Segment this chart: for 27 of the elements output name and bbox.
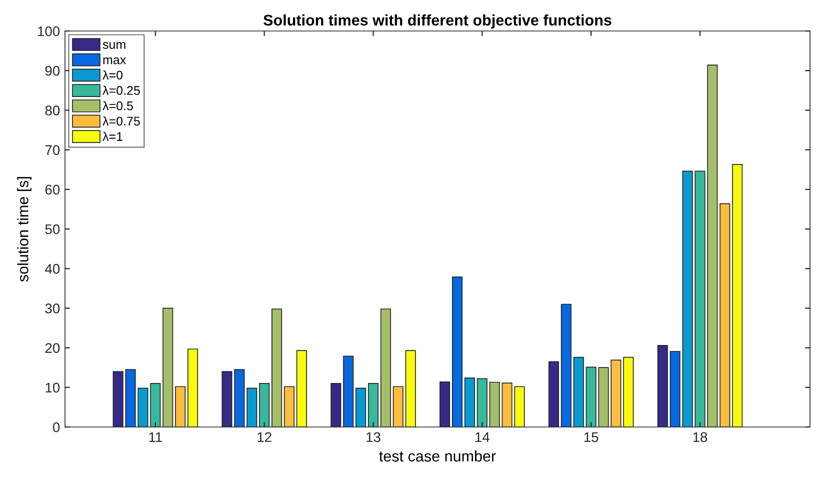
legend-label: max <box>103 57 126 64</box>
y-tick-label: 20 <box>45 343 60 353</box>
y-tick-label: 90 <box>45 66 60 76</box>
legend-label: sum <box>102 42 126 49</box>
y-tick-label: 30 <box>45 304 60 314</box>
x-axis-title: test case number <box>379 450 496 462</box>
legend-label: λ=0.75 <box>102 116 140 126</box>
y-tick-label: 70 <box>45 145 60 155</box>
y-tick-label: 40 <box>45 264 60 274</box>
x-tick-label: 13 <box>366 432 380 442</box>
y-tick-label: 80 <box>45 106 60 116</box>
x-tick-label: 11 <box>149 432 162 442</box>
legend-label: λ=0.25 <box>102 86 140 95</box>
x-tick-label: 15 <box>584 432 598 442</box>
legend-label: λ=0.5 <box>102 101 133 110</box>
x-tick-label: 12 <box>258 432 272 442</box>
y-tick-label: 10 <box>46 382 60 393</box>
x-tick-label: 18 <box>693 432 708 442</box>
y-tick-label: 50 <box>45 224 60 234</box>
legend-label: λ=0 <box>102 70 123 80</box>
y-tick-label: 60 <box>45 184 60 195</box>
chart-title: Solution times with different objective functions <box>264 14 612 29</box>
legend-label: λ=1 <box>102 132 122 141</box>
x-tick-label: 14 <box>475 432 490 442</box>
y-tick-label: 100 <box>38 26 60 36</box>
y-tick-label: 0 <box>52 422 60 432</box>
y-axis-title: solution time [s] <box>17 177 32 282</box>
